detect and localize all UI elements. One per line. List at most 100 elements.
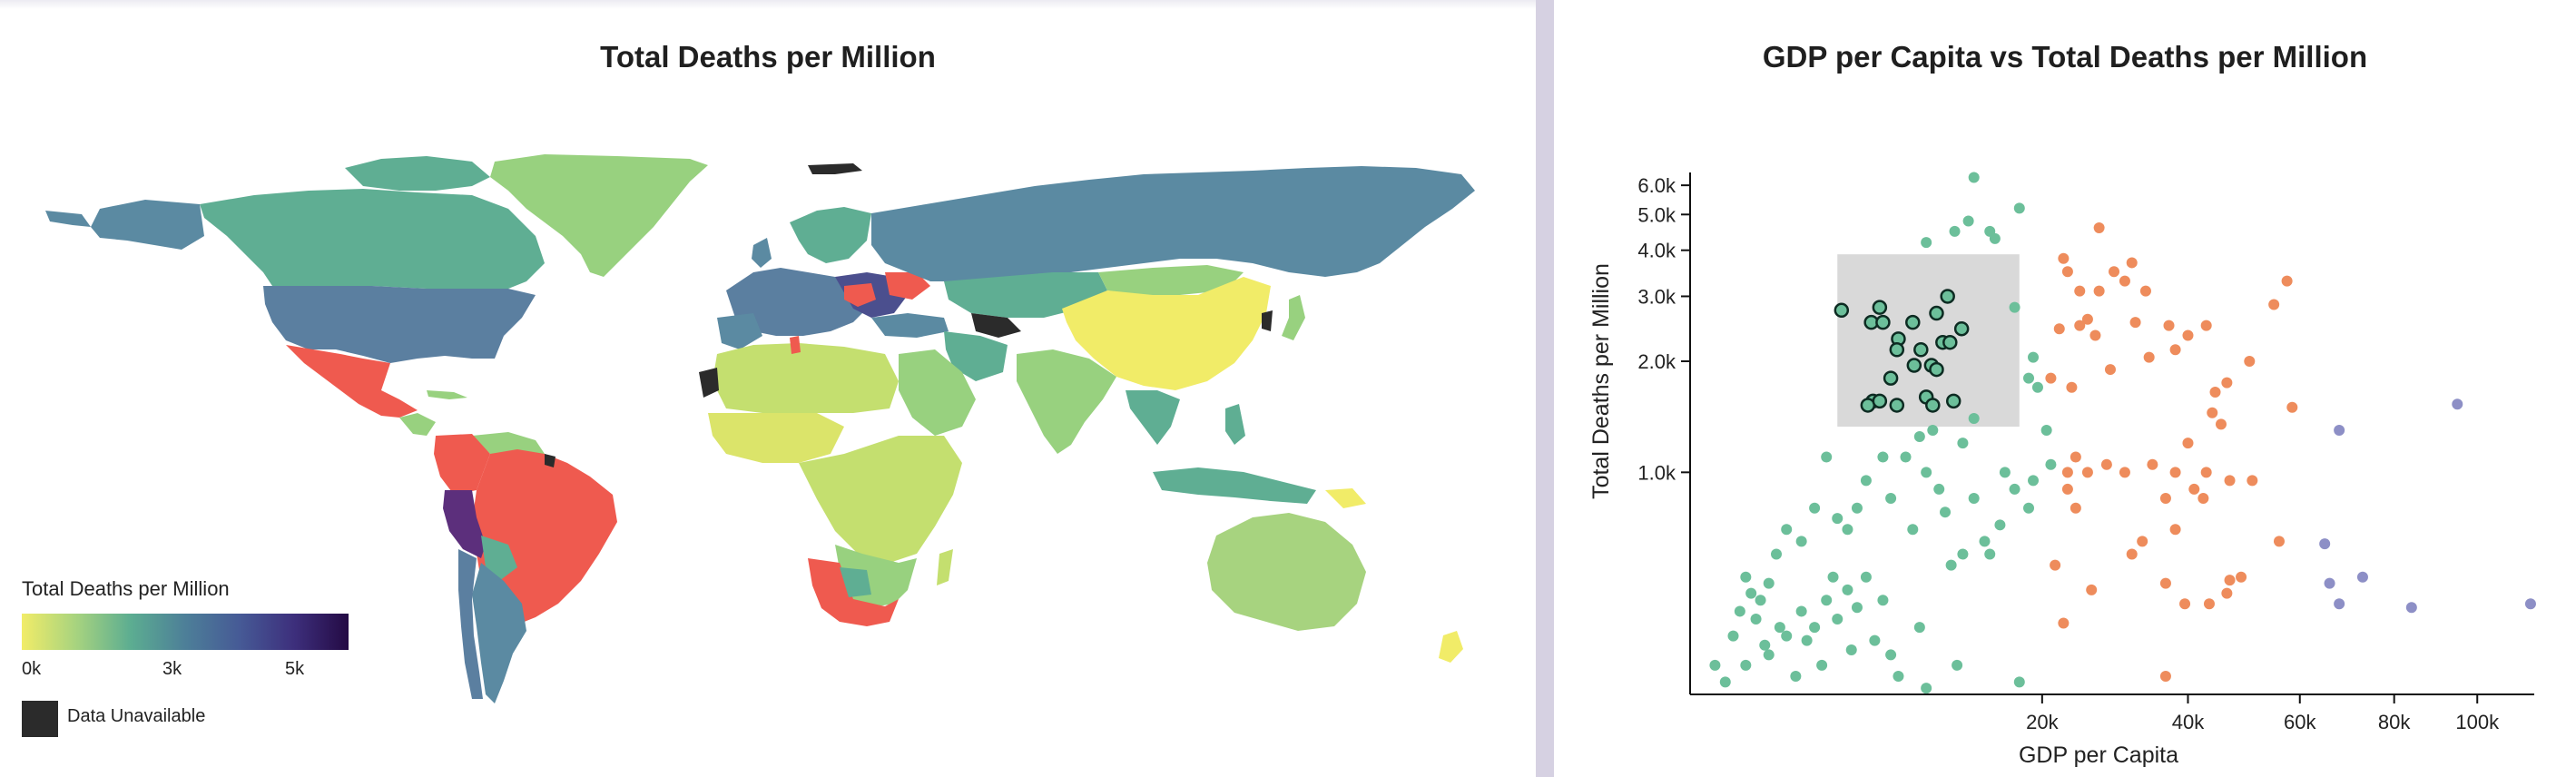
data-point[interactable] (1927, 425, 1939, 437)
data-point[interactable] (2070, 451, 2081, 463)
data-point[interactable] (1913, 430, 1925, 442)
data-point[interactable] (1925, 398, 1941, 413)
data-point[interactable] (1900, 451, 1912, 463)
country-usa[interactable] (263, 286, 536, 363)
data-point[interactable] (1842, 584, 1853, 595)
data-point[interactable] (2045, 458, 2057, 470)
data-point[interactable] (1945, 559, 1957, 571)
data-point[interactable] (1889, 398, 1905, 413)
country-iran[interactable] (944, 331, 1008, 381)
data-point[interactable] (2200, 320, 2212, 331)
country-romania[interactable] (844, 283, 876, 307)
data-point[interactable] (2200, 467, 2212, 478)
data-point[interactable] (1795, 605, 1807, 617)
country-madagascar[interactable] (937, 549, 953, 585)
country-alaska[interactable] (91, 200, 204, 250)
data-point[interactable] (2159, 577, 2171, 589)
data-point[interactable] (1949, 225, 1961, 237)
data-point[interactable] (2058, 617, 2070, 629)
data-point[interactable] (1989, 232, 2001, 244)
data-point[interactable] (2023, 372, 2035, 384)
data-point[interactable] (1933, 483, 1945, 495)
data-point[interactable] (1795, 536, 1807, 547)
country-botswana[interactable] (840, 567, 871, 597)
data-point[interactable] (1962, 215, 1974, 227)
data-point[interactable] (1727, 630, 1739, 642)
data-point[interactable] (2081, 313, 2093, 325)
country-peru[interactable] (443, 490, 486, 558)
data-point[interactable] (1759, 639, 1771, 651)
data-point[interactable] (2405, 602, 2417, 614)
data-point[interactable] (2319, 538, 2331, 550)
country-scandinavia[interactable] (790, 207, 871, 263)
data-point[interactable] (1869, 634, 1881, 646)
data-point[interactable] (2236, 571, 2247, 583)
data-point[interactable] (2169, 467, 2181, 478)
data-point[interactable] (2224, 475, 2236, 487)
data-point[interactable] (1809, 622, 1821, 634)
data-point[interactable] (1877, 451, 1889, 463)
country-colombia[interactable] (434, 434, 490, 495)
data-point[interactable] (1845, 644, 1857, 656)
country-argentina[interactable] (472, 563, 526, 703)
country-australia[interactable] (1207, 513, 1366, 631)
country-southeast-asia[interactable] (1126, 390, 1180, 445)
data-point[interactable] (2040, 425, 2052, 437)
data-point[interactable] (2356, 571, 2368, 583)
country-alaska-tip[interactable] (45, 211, 91, 227)
data-point[interactable] (2058, 252, 2070, 264)
country-russia[interactable] (871, 166, 1475, 281)
data-point[interactable] (1889, 341, 1905, 358)
data-point[interactable] (1968, 412, 1980, 424)
data-point[interactable] (2182, 329, 2194, 341)
data-point[interactable] (2126, 257, 2138, 269)
data-point[interactable] (1994, 519, 2006, 531)
data-point[interactable] (1750, 614, 1762, 625)
country-greenland[interactable] (490, 154, 708, 277)
scatter-plot[interactable]: 20k 40k 60k 80k 100k 1.0k 2.0k 3.0k 4.0k 5.0k 6.0k… (1554, 0, 2576, 777)
data-point[interactable] (1929, 305, 1944, 321)
data-point[interactable] (1957, 548, 1969, 560)
data-point[interactable] (2061, 266, 2073, 278)
data-point[interactable] (2215, 418, 2227, 430)
data-point[interactable] (2023, 502, 2035, 514)
data-point[interactable] (1834, 302, 1850, 319)
country-iberia[interactable] (717, 313, 762, 349)
data-point[interactable] (1781, 524, 1793, 536)
data-point[interactable] (1821, 595, 1833, 606)
data-point[interactable] (1984, 548, 1996, 560)
data-point[interactable] (1872, 393, 1888, 409)
data-point[interactable] (2159, 670, 2171, 682)
data-point[interactable] (2221, 377, 2233, 388)
data-point[interactable] (1821, 451, 1833, 463)
country-canada-islands[interactable] (345, 156, 490, 191)
data-point[interactable] (2179, 598, 2191, 610)
data-point[interactable] (1774, 622, 1785, 634)
data-point[interactable] (2224, 575, 2236, 586)
data-point[interactable] (1883, 370, 1899, 386)
data-point[interactable] (1755, 595, 1766, 606)
data-point[interactable] (2074, 320, 2086, 331)
country-japan[interactable] (1282, 295, 1305, 340)
data-point[interactable] (2286, 401, 2298, 413)
data-point[interactable] (1740, 571, 1752, 583)
data-point[interactable] (1921, 467, 1932, 478)
data-point[interactable] (2221, 587, 2233, 599)
country-philippines[interactable] (1225, 404, 1245, 445)
data-point[interactable] (2139, 285, 2151, 297)
country-chile[interactable] (458, 549, 483, 699)
country-korea[interactable] (1262, 310, 1273, 331)
country-south-africa[interactable] (808, 558, 899, 626)
data-point[interactable] (2126, 548, 2138, 560)
data-point[interactable] (1885, 649, 1897, 661)
data-point[interactable] (1832, 513, 1844, 525)
data-point[interactable] (2273, 536, 2285, 547)
data-point[interactable] (2247, 475, 2258, 487)
country-turkey[interactable] (871, 313, 949, 338)
data-point[interactable] (1809, 502, 1821, 514)
data-point[interactable] (2209, 386, 2221, 398)
data-point[interactable] (2066, 381, 2078, 393)
data-point[interactable] (1968, 172, 1980, 183)
data-point[interactable] (2281, 275, 2293, 287)
data-point[interactable] (2169, 344, 2181, 356)
